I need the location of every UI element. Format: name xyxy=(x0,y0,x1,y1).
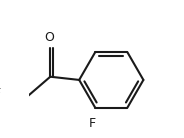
Text: F: F xyxy=(0,87,1,100)
Text: F: F xyxy=(89,117,96,130)
Text: O: O xyxy=(44,31,54,44)
